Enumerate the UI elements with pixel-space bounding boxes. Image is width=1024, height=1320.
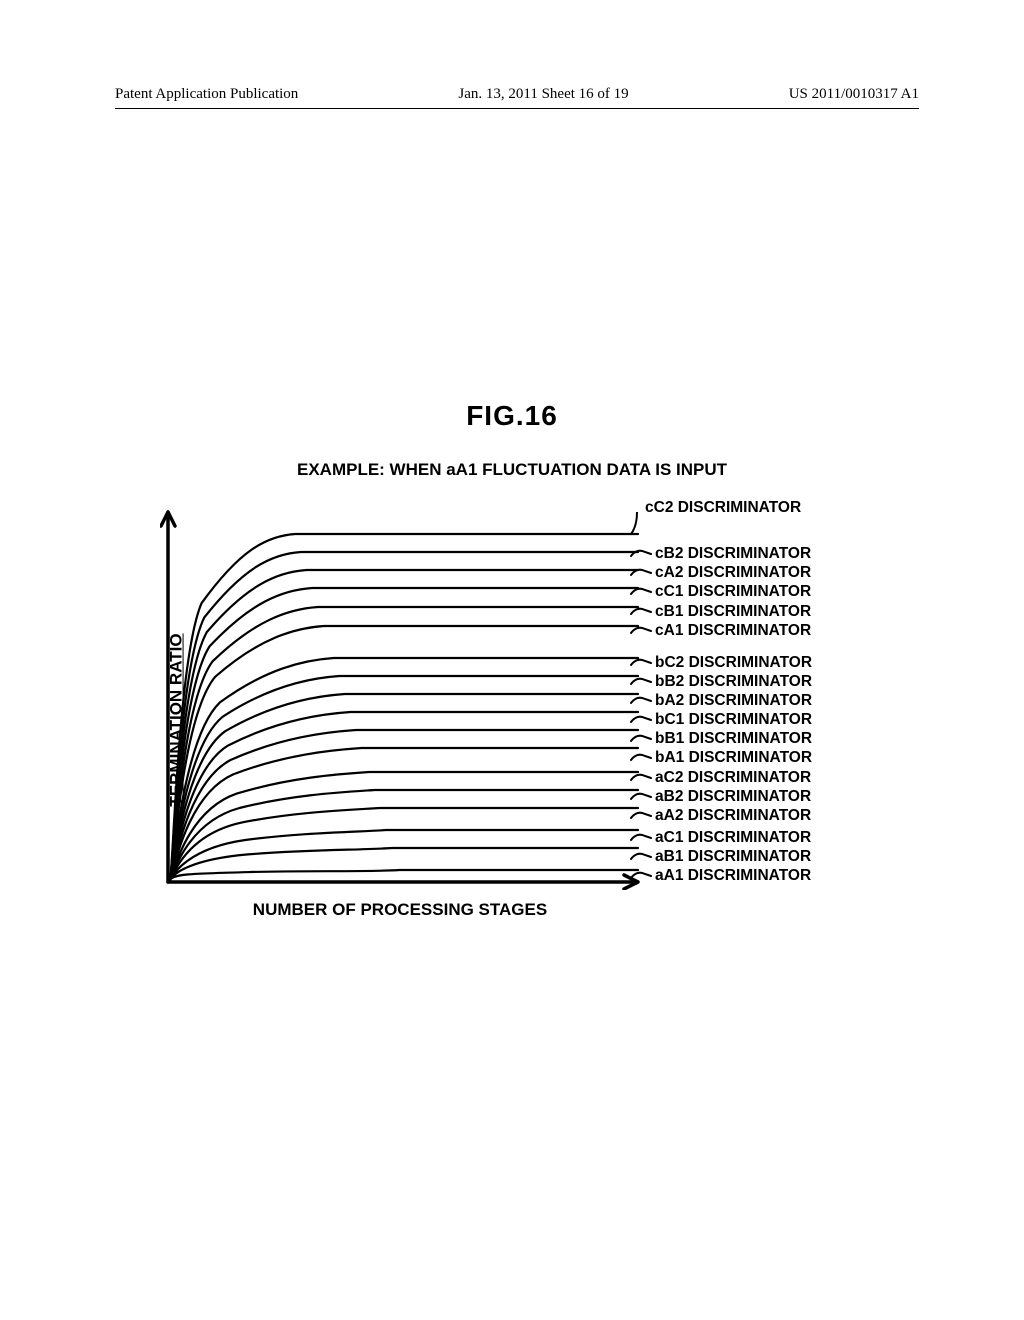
leader-icon (629, 604, 653, 620)
chart: TERMINATION RATIO NUMBER OF PROCESSING S… (100, 500, 920, 940)
leader-icon (629, 546, 653, 562)
leader-icon (629, 750, 653, 766)
leader-icon (629, 849, 653, 865)
curve (170, 588, 638, 880)
leader-icon (629, 770, 653, 786)
curve (170, 658, 638, 880)
legend-item: cC2 DISCRIMINATOR (645, 500, 801, 516)
curve (170, 870, 638, 880)
legend-item: cA2 DISCRIMINATOR (655, 565, 811, 581)
legend-item: aC1 DISCRIMINATOR (655, 830, 811, 846)
legend-item: cC1 DISCRIMINATOR (655, 584, 811, 600)
legend-item: aA2 DISCRIMINATOR (655, 808, 811, 824)
curve (170, 676, 638, 880)
curve (170, 748, 638, 880)
legend-item: bB1 DISCRIMINATOR (655, 731, 812, 747)
leader-icon (629, 868, 653, 884)
legend-item: cB2 DISCRIMINATOR (655, 546, 811, 562)
figure-subtitle: EXAMPLE: WHEN aA1 FLUCTUATION DATA IS IN… (0, 460, 1024, 480)
legend-item: bA1 DISCRIMINATOR (655, 750, 812, 766)
legend-item: aA1 DISCRIMINATOR (655, 868, 811, 884)
curve (170, 730, 638, 880)
leader-icon (629, 789, 653, 805)
patent-page: Patent Application Publication Jan. 13, … (0, 0, 1024, 1320)
header-mid: Jan. 13, 2011 Sheet 16 of 19 (458, 86, 628, 103)
page-header: Patent Application Publication Jan. 13, … (115, 86, 919, 103)
leader-icon (629, 584, 653, 600)
leader-icon (629, 808, 653, 824)
legend-item: bC1 DISCRIMINATOR (655, 712, 812, 728)
leader-icon (627, 512, 647, 542)
legend-item: cB1 DISCRIMINATOR (655, 604, 811, 620)
leader-icon (629, 655, 653, 671)
leader-icon (629, 674, 653, 690)
leader-icon (629, 712, 653, 728)
leader-icon (629, 731, 653, 747)
header-left: Patent Application Publication (115, 86, 298, 103)
curve (170, 607, 638, 880)
curve (170, 848, 638, 880)
legend-item: aC2 DISCRIMINATOR (655, 770, 811, 786)
legend-item: cA1 DISCRIMINATOR (655, 623, 811, 639)
leader-icon (629, 693, 653, 709)
legend-item: bA2 DISCRIMINATOR (655, 693, 812, 709)
leader-icon (629, 623, 653, 639)
header-right: US 2011/0010317 A1 (789, 86, 919, 103)
plot-area (160, 510, 640, 890)
header-rule (115, 108, 919, 109)
legend-item: aB1 DISCRIMINATOR (655, 849, 811, 865)
curve (170, 772, 638, 880)
figure-title: FIG.16 (0, 400, 1024, 432)
curves-svg (160, 510, 640, 890)
legend-item: bC2 DISCRIMINATOR (655, 655, 812, 671)
legend-item: aB2 DISCRIMINATOR (655, 789, 811, 805)
legend-item: bB2 DISCRIMINATOR (655, 674, 812, 690)
curve (170, 790, 638, 880)
leader-icon (629, 565, 653, 581)
curve (170, 694, 638, 880)
x-axis-label: NUMBER OF PROCESSING STAGES (160, 900, 640, 920)
leader-icon (629, 830, 653, 846)
